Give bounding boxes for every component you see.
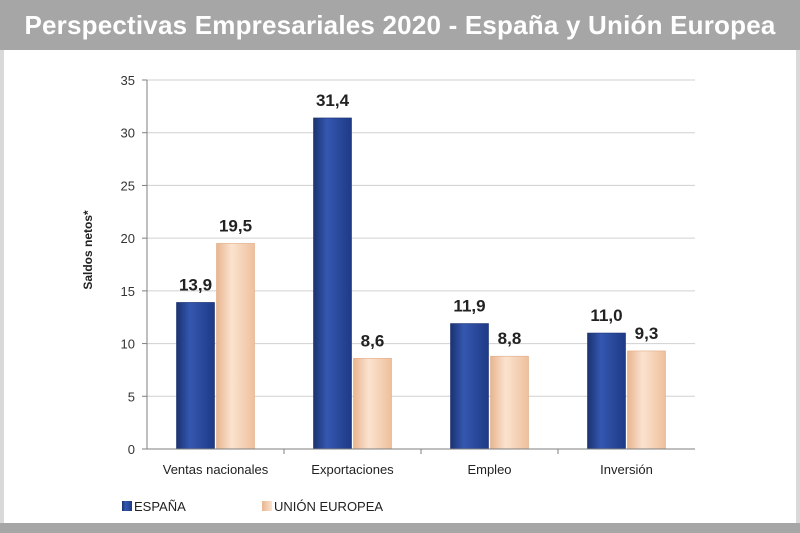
y-tick-label: 0 <box>128 442 135 457</box>
data-label: 11,9 <box>453 297 485 316</box>
y-tick-label: 5 <box>128 389 135 404</box>
bar-union-europea <box>490 355 529 450</box>
data-label: 11,0 <box>590 306 622 325</box>
bar-espana <box>450 323 489 450</box>
y-tick-label: 25 <box>121 178 135 193</box>
x-tick-label: Ventas nacionales <box>163 462 269 477</box>
x-tick-label: Inversión <box>600 462 653 477</box>
bar-espana <box>176 302 215 450</box>
legend-swatch-espana <box>122 501 132 511</box>
data-label: 31,4 <box>316 91 350 110</box>
bar-union-europea <box>216 243 255 450</box>
title-bar: Perspectivas Empresariales 2020 - España… <box>0 0 800 50</box>
left-border <box>0 50 4 523</box>
y-tick-label: 15 <box>121 284 135 299</box>
data-label: 19,5 <box>219 216 252 235</box>
legend: ESPAÑA UNIÓN EUROPEA <box>122 499 383 514</box>
bar-union-europea <box>353 358 392 450</box>
bars <box>176 117 666 450</box>
chart-title: Perspectivas Empresariales 2020 - España… <box>24 10 776 40</box>
bar-union-europea <box>627 350 666 450</box>
x-tick-label: Exportaciones <box>311 462 394 477</box>
bottom-border <box>0 523 800 533</box>
data-labels: 13,9 19,5 31,4 8,6 11,9 8,8 11,0 9,3 <box>179 91 658 350</box>
y-tick-label: 30 <box>121 126 135 141</box>
bar-espana <box>587 332 626 450</box>
bar-espana <box>313 117 352 450</box>
x-axis-ticks: Ventas nacionales Exportaciones Empleo Inve… <box>163 449 653 477</box>
right-border <box>796 50 800 523</box>
data-label: 13,9 <box>179 275 212 294</box>
bar-chart: 0 5 10 15 20 25 30 35 Saldos netos* 13,9 19,5 31,… <box>81 73 695 514</box>
y-tick-label: 35 <box>121 73 135 88</box>
data-label: 8,6 <box>361 331 385 350</box>
x-tick-label: Empleo <box>467 462 511 477</box>
y-axis-ticks: 0 5 10 15 20 25 30 35 <box>121 73 147 457</box>
y-axis-label: Saldos netos* <box>81 210 95 290</box>
legend-swatch-ue <box>262 501 272 511</box>
legend-label-espana: ESPAÑA <box>134 499 186 514</box>
legend-label-ue: UNIÓN EUROPEA <box>274 499 383 514</box>
data-label: 8,8 <box>498 329 522 348</box>
data-label: 9,3 <box>635 324 659 343</box>
y-tick-label: 20 <box>121 231 135 246</box>
y-tick-label: 10 <box>121 337 135 352</box>
